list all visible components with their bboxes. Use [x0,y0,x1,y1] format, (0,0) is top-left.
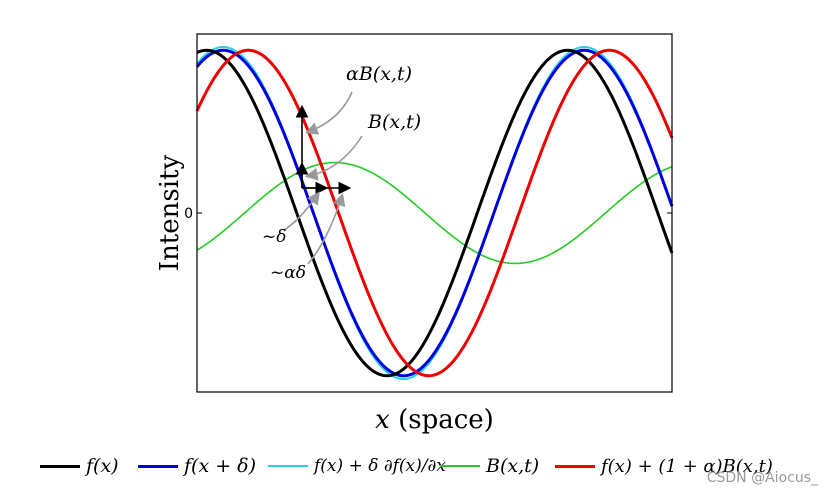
y-axis-label: Intensity [155,154,185,271]
legend-swatch-f-approx [268,465,308,467]
legend-item-f-shifted: f(x + δ) [138,450,256,482]
pointer-b [304,135,363,181]
series-line-3 [196,161,673,265]
axes-frame [196,33,673,393]
legend-swatch-b [440,465,480,467]
legend-label-b: B(x,t) [486,455,540,477]
x-axis-label-unit: (space) [390,405,494,435]
curves-group [195,46,674,380]
legend-item-f-approx: f(x) + δ ∂f(x)/∂x [268,450,446,482]
legend-item-f-amplified: f(x) + (1 + α)B(x,t) [555,450,773,482]
legend-swatch-f-shifted [138,464,178,468]
x-axis-label-variable: x [375,405,390,435]
annotation-arrows [283,91,363,265]
legend-label-f: f(x) [86,455,119,477]
legend-label-f-shifted: f(x + δ) [184,455,257,477]
annotation-alpha-delta: ~αδ [270,263,306,283]
x-axis-label: x (space) [375,405,494,435]
annotation-alpha-b: αB(x,t) [346,63,412,85]
series-line-4 [195,48,674,378]
legend-swatch-f-amplified [555,464,595,468]
series-line-0 [196,48,674,378]
legend-label-f-approx: f(x) + δ ∂f(x)/∂x [314,456,446,476]
annotation-b: B(x,t) [367,111,421,133]
legend-swatch-f [40,464,80,468]
y-tick-label-zero: 0 [184,206,193,222]
legend-label-f-amplified: f(x) + (1 + α)B(x,t) [601,455,773,477]
annotation-delta: ~δ [262,227,286,247]
legend-item-f: f(x) [40,450,119,482]
pointer-alpha-delta [307,192,346,265]
legend-item-b: B(x,t) [440,450,539,482]
pointer-alpha-b [305,91,353,135]
pointer-delta [283,191,320,231]
watermark: CSDN @Aiocus_ [706,470,818,486]
series-line-1 [195,48,674,378]
legend: f(x) f(x + δ) f(x) + δ ∂f(x)/∂x B(x,t) f… [40,450,830,482]
